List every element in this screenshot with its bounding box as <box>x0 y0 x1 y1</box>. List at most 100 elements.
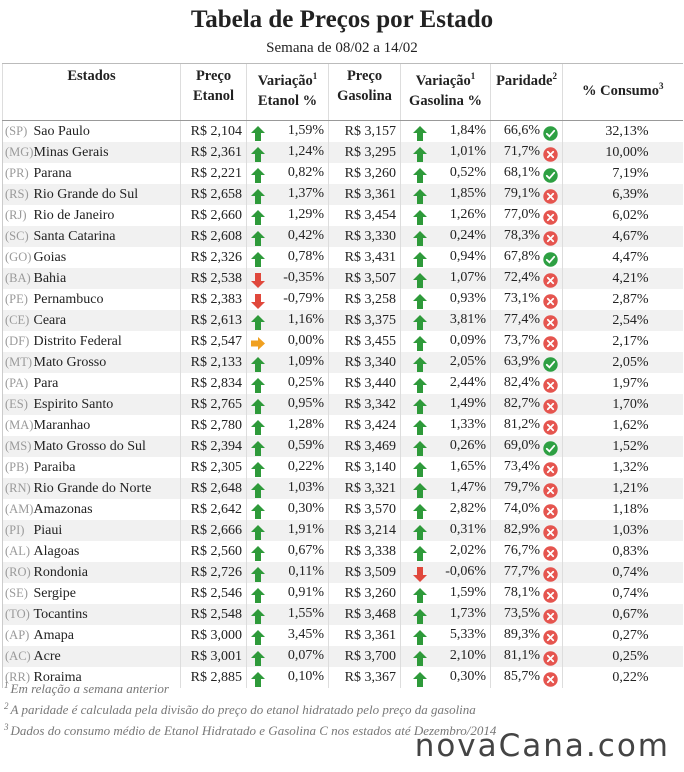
ethanol-price: R$ 2,642 <box>180 499 247 520</box>
cross <box>546 339 555 347</box>
ethanol-change: 0,59% <box>287 437 325 453</box>
ethanol-price: R$ 2,834 <box>180 373 247 394</box>
state-code: (AM) <box>2 499 33 520</box>
arrow <box>251 398 266 414</box>
gasoline-change-cell: 0,24% <box>400 226 491 247</box>
arrow <box>413 314 428 330</box>
table-row: (MA) Maranhao R$ 2,780 1,28% R$ 3,424 1,33% 81… <box>2 415 683 436</box>
parity: 78,1% <box>503 584 541 600</box>
table-row: (MG) Minas Gerais R$ 2,361 1,24% R$ 3,295 1,0… <box>2 142 683 163</box>
arrow <box>251 671 266 687</box>
state-name: Minas Gerais <box>32 142 181 163</box>
arrow <box>413 482 428 498</box>
trend-icon <box>413 650 428 666</box>
parity: 63,9% <box>503 353 541 369</box>
trend-icon <box>413 587 428 603</box>
ethanol-change: 0,22% <box>287 458 325 474</box>
parity-icon <box>543 524 558 540</box>
gasoline-change: 0,09% <box>449 332 487 348</box>
ethanol-price: R$ 2,133 <box>180 352 247 373</box>
trend-icon <box>251 608 266 624</box>
ethanol-change-cell: 0,07% <box>246 646 329 667</box>
state-name: Rondonia <box>32 562 181 583</box>
ethanol-change-cell: 1,37% <box>246 184 329 205</box>
cross <box>546 465 555 473</box>
gasoline-change-cell: -0,06% <box>400 562 491 583</box>
header-text: Gasolina % <box>409 92 482 109</box>
state-code: (AC) <box>2 646 33 667</box>
arrow <box>413 524 428 540</box>
ethanol-change-cell: 0,95% <box>246 394 329 415</box>
parity: 89,3% <box>503 626 541 642</box>
cross <box>546 276 555 284</box>
ethanol-price: R$ 2,666 <box>180 520 247 541</box>
consumption: 0,83% <box>562 541 683 562</box>
arrow <box>413 419 428 435</box>
gasoline-change-cell: 0,94% <box>400 247 491 268</box>
gasoline-change: 1,01% <box>449 143 487 159</box>
gasoline-change: 2,82% <box>449 500 487 516</box>
consumption: 2,87% <box>562 289 683 310</box>
check <box>545 171 556 180</box>
parity: 73,7% <box>503 332 541 348</box>
gasoline-change-cell: 0,26% <box>400 436 491 457</box>
ethanol-change-cell: 0,78% <box>246 247 329 268</box>
state-name: Rio Grande do Norte <box>32 478 181 499</box>
arrow <box>413 398 428 414</box>
arrow <box>413 230 428 246</box>
footnote-text: Em relação a semana anterior <box>10 681 169 697</box>
consumption: 1,32% <box>562 457 683 478</box>
state-code: (DF) <box>2 331 33 352</box>
consumption: 2,17% <box>562 331 683 352</box>
table-body: (SP) Sao Paulo R$ 2,104 1,59% R$ 3,157 1,84% 6… <box>2 120 683 688</box>
gasoline-change: 3,81% <box>449 311 487 327</box>
ethanol-change-cell: 1,29% <box>246 205 329 226</box>
trend-icon <box>413 461 428 477</box>
table-row: (AL) Alagoas R$ 2,560 0,67% R$ 3,338 2,02% 76,… <box>2 541 683 562</box>
parity-cell: 85,7% <box>490 667 563 688</box>
gasoline-price: R$ 3,321 <box>328 478 401 499</box>
header-text: Gasolina <box>337 88 392 104</box>
ethanol-change-cell: 0,59% <box>246 436 329 457</box>
arrow <box>251 566 266 582</box>
column-header: Estados <box>1 63 181 121</box>
gasoline-change-cell: 2,82% <box>400 499 491 520</box>
ethanol-price: R$ 2,885 <box>180 667 247 688</box>
gasoline-price: R$ 3,509 <box>328 562 401 583</box>
trend-icon <box>413 356 428 372</box>
gasoline-change: 2,05% <box>449 353 487 369</box>
footnote-ref: 1 <box>312 71 318 81</box>
gasoline-change: 1,47% <box>449 479 487 495</box>
cross <box>546 423 555 431</box>
cross <box>546 318 555 326</box>
arrow <box>251 482 266 498</box>
badge <box>543 356 558 372</box>
header-text: Etanol % <box>257 92 318 109</box>
parity-icon <box>543 293 558 309</box>
parity-icon <box>543 503 558 519</box>
gasoline-change: 1,84% <box>449 122 487 138</box>
gasoline-change: 1,49% <box>449 395 487 411</box>
trend-icon <box>413 545 428 561</box>
trend-icon <box>251 503 266 519</box>
footnote: 1 Em relação a semana anterior <box>4 680 169 697</box>
arrow <box>413 272 428 288</box>
trend-icon <box>413 146 428 162</box>
cross <box>546 213 555 221</box>
ethanol-change: 1,29% <box>287 206 325 222</box>
column-header: Paridade2 <box>490 63 563 121</box>
trend-icon <box>251 146 266 162</box>
trend-icon <box>413 629 428 645</box>
parity-cell: 79,7% <box>490 478 563 499</box>
arrow <box>251 293 266 309</box>
header-text: Paridade <box>496 72 553 89</box>
ethanol-change: 1,03% <box>287 479 325 495</box>
parity: 73,5% <box>503 605 541 621</box>
gasoline-change-cell: 1,26% <box>400 205 491 226</box>
ethanol-price: R$ 2,546 <box>180 583 247 604</box>
parity: 73,4% <box>503 458 541 474</box>
gasoline-change: 2,02% <box>449 542 487 558</box>
parity-cell: 63,9% <box>490 352 563 373</box>
table-row: (BA) Bahia R$ 2,538 -0,35% R$ 3,507 1,07% 72,4… <box>2 268 683 289</box>
parity-cell: 82,4% <box>490 373 563 394</box>
